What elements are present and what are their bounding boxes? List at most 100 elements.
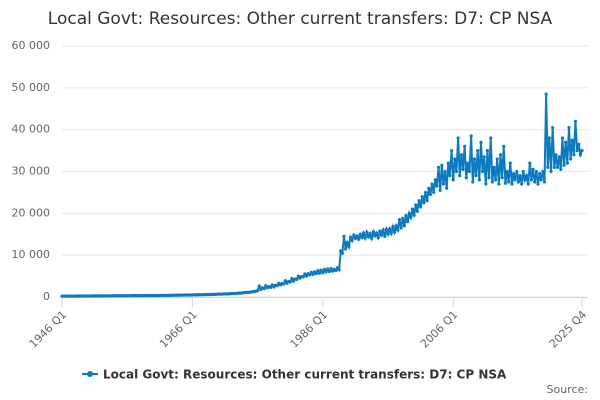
point [459, 153, 463, 157]
point [386, 232, 390, 236]
point [316, 269, 320, 273]
point [505, 169, 509, 174]
point [326, 267, 330, 271]
point [428, 192, 433, 197]
point [410, 207, 415, 211]
point [539, 178, 543, 182]
point [580, 148, 584, 153]
point [497, 182, 501, 186]
point [324, 270, 328, 274]
point [541, 169, 545, 174]
x-tick-label: 2025 Q4 [547, 308, 590, 351]
point [454, 169, 459, 174]
point [562, 163, 566, 167]
point [565, 161, 569, 165]
point [368, 231, 372, 236]
point [494, 178, 498, 182]
point [425, 199, 429, 203]
legend-label: Local Govt: Resources: Other current tra… [103, 368, 507, 382]
point [360, 235, 364, 240]
point [515, 169, 519, 174]
point [511, 171, 516, 176]
point [528, 161, 532, 165]
y-tick-label: 30 000 [12, 165, 51, 178]
point [440, 163, 444, 167]
point [381, 228, 385, 232]
point [327, 269, 331, 274]
point [401, 216, 405, 220]
point [482, 155, 486, 159]
point [549, 169, 553, 174]
point [507, 180, 511, 184]
series-line [61, 94, 583, 298]
point [555, 165, 560, 169]
point [404, 213, 408, 218]
point [379, 233, 384, 237]
point [415, 209, 419, 213]
point [304, 274, 309, 278]
point [371, 230, 375, 234]
point [283, 279, 287, 283]
point [334, 269, 338, 273]
point [461, 167, 465, 172]
x-tick-label: 2006 Q1 [418, 308, 461, 351]
point [498, 153, 503, 157]
point [572, 153, 576, 157]
point [446, 161, 450, 165]
y-tick-label: 0 [43, 290, 50, 303]
point [433, 178, 437, 182]
point [487, 176, 491, 180]
point [458, 174, 462, 178]
point [262, 287, 266, 291]
y-tick-label: 50 000 [12, 81, 51, 94]
point [257, 284, 261, 288]
point [560, 136, 565, 140]
point [347, 245, 351, 249]
point [451, 178, 455, 182]
point [471, 180, 475, 184]
point [534, 169, 538, 174]
point [361, 231, 366, 235]
point [575, 148, 579, 153]
point [456, 136, 460, 140]
point [492, 165, 496, 169]
point [568, 157, 573, 161]
point [363, 236, 367, 240]
point [533, 180, 537, 184]
point [472, 157, 477, 161]
point [340, 251, 344, 255]
point [407, 211, 411, 215]
point [531, 167, 535, 172]
point [529, 178, 534, 182]
legend-marker [87, 371, 93, 377]
point [521, 169, 525, 174]
point [432, 190, 436, 195]
point [370, 236, 374, 241]
point [345, 241, 349, 245]
point [329, 266, 333, 271]
y-tick-label: 60 000 [12, 39, 51, 52]
point [435, 184, 439, 188]
point [319, 268, 323, 272]
point [427, 186, 431, 190]
point [337, 268, 341, 272]
point [557, 155, 561, 159]
source: Source: [547, 383, 589, 396]
point [420, 195, 424, 199]
point [524, 174, 529, 178]
point [544, 92, 548, 96]
point [502, 144, 506, 148]
point [436, 165, 441, 169]
point [449, 148, 454, 153]
point [357, 237, 361, 241]
point [538, 171, 542, 176]
point [383, 234, 387, 238]
point [489, 136, 493, 140]
point [301, 275, 305, 279]
point [399, 226, 403, 230]
point [520, 182, 524, 186]
point [314, 271, 318, 276]
x-tick-label: 1946 Q1 [27, 308, 70, 351]
point [350, 238, 354, 243]
